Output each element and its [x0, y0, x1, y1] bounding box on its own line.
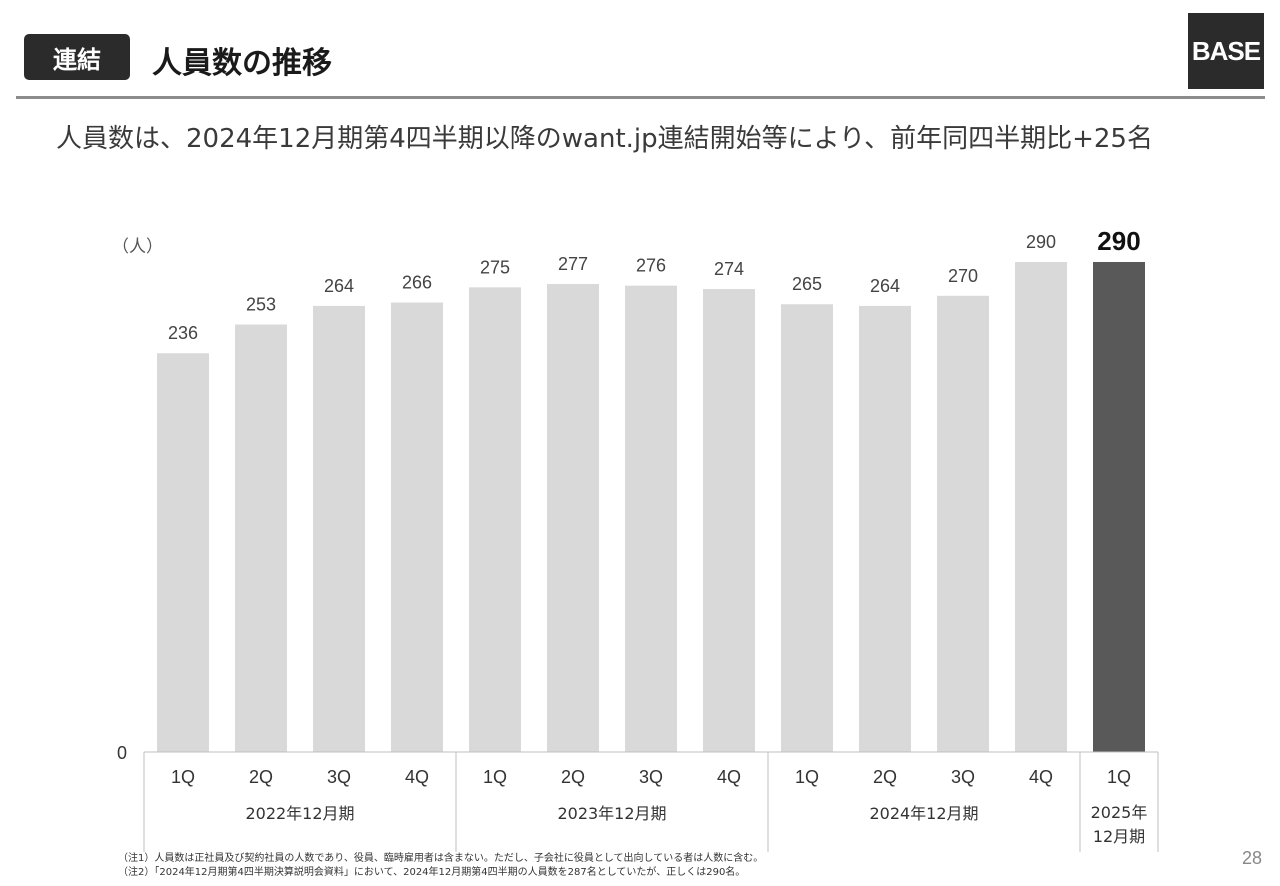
- bar-value-label: 264: [324, 276, 354, 296]
- bar-value-label: 236: [168, 323, 198, 343]
- x-tick-label: 2Q: [561, 767, 585, 787]
- bar: [937, 295, 989, 752]
- x-tick-label: 2Q: [249, 767, 273, 787]
- x-tick-label: 3Q: [639, 767, 663, 787]
- fiscal-year-label: 2025年: [1091, 803, 1148, 822]
- bars-group: 236 253 264 266 275 277 276 274 265 264 270 290 290: [157, 226, 1145, 752]
- x-tick-label: 1Q: [483, 767, 507, 787]
- fiscal-year-label: 2024年12月期: [869, 804, 978, 823]
- bar: [547, 283, 599, 752]
- page-number: 28: [1241, 848, 1262, 868]
- base-logo: BASE: [1188, 13, 1264, 89]
- bar: [391, 302, 443, 752]
- page-title: 人員数の推移: [152, 46, 332, 81]
- y-tick-label: 0: [117, 743, 127, 763]
- bar: [859, 305, 911, 752]
- x-tick-label: 4Q: [717, 767, 741, 787]
- footnote-2: （注2）「2024年12月期第4四半期決算説明会資料」において、2024年12月…: [118, 867, 746, 878]
- bar-value-label: 266: [402, 273, 432, 293]
- bar: [625, 285, 677, 752]
- x-tick-label: 1Q: [795, 767, 819, 787]
- bar: [157, 353, 209, 752]
- bar: [703, 289, 755, 752]
- x-tick-label: 3Q: [951, 767, 975, 787]
- x-tick-label: 2Q: [873, 767, 897, 787]
- x-tick-label: 4Q: [1029, 767, 1053, 787]
- bar-value-label: 274: [714, 259, 744, 279]
- bar-value-label: 290: [1026, 232, 1056, 252]
- fiscal-year-label: 12月期: [1093, 827, 1145, 846]
- consolidated-badge: 連結: [24, 34, 130, 80]
- slide-subtitle: 人員数は、2024年12月期第4四半期以降のwant.jp連結開始等により、前年…: [56, 124, 1153, 154]
- x-tick-label: 1Q: [1107, 767, 1131, 787]
- fiscal-year-label: 2023年12月期: [557, 804, 666, 823]
- bar-value-label: 253: [246, 295, 276, 315]
- bar-value-label: 275: [480, 257, 510, 277]
- category-axis: 1Q 2Q 3Q 4Q 1Q 2Q 3Q 4Q 1Q 2Q 3Q 4Q 1Q 2022年12月期 2023年…: [143, 751, 1159, 852]
- footnote-1: （注1）人員数は正社員及び契約社員の人数であり、役員、臨時雇用者は含まない。ただ…: [118, 853, 764, 864]
- bar: [313, 305, 365, 752]
- bar-value-label: 277: [558, 254, 588, 274]
- bar: [1093, 262, 1145, 752]
- bar-value-label: 265: [792, 274, 822, 294]
- x-tick-label: 1Q: [171, 767, 195, 787]
- footnotes: （注1）人員数は正社員及び契約社員の人数であり、役員、臨時雇用者は含まない。ただ…: [118, 852, 763, 880]
- y-unit-label: （人）: [112, 237, 163, 257]
- bar-value-label: 270: [948, 266, 978, 286]
- bar-value-label: 290: [1097, 226, 1140, 256]
- x-tick-label: 3Q: [327, 767, 351, 787]
- bar-value-label: 264: [870, 276, 900, 296]
- bar: [235, 324, 287, 752]
- x-tick-label: 4Q: [405, 767, 429, 787]
- header-divider: [16, 96, 1265, 99]
- bar: [781, 304, 833, 752]
- fiscal-year-label: 2022年12月期: [245, 804, 354, 823]
- bar-value-label: 276: [636, 256, 666, 276]
- bar: [469, 287, 521, 752]
- bar: [1015, 262, 1067, 752]
